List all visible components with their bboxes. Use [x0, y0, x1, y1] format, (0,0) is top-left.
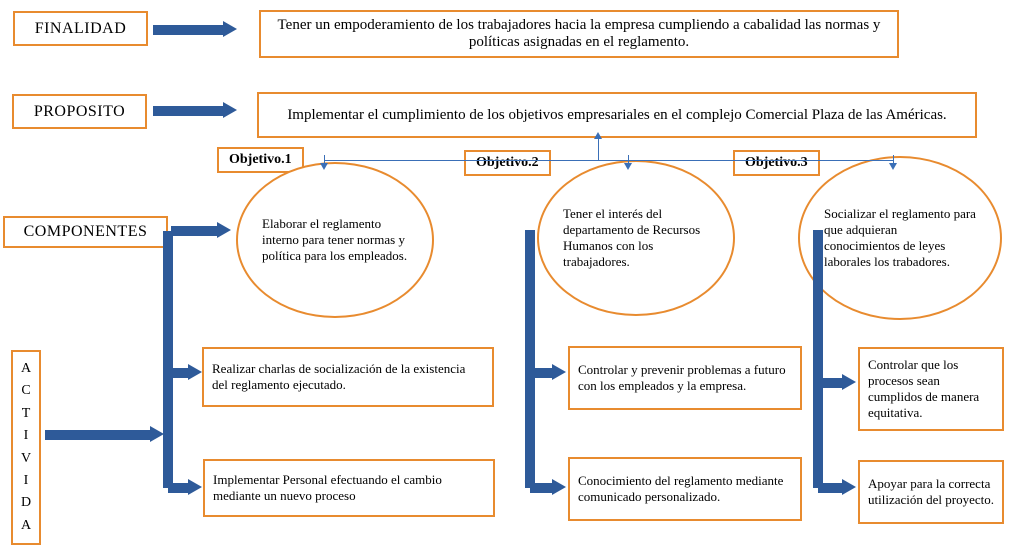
actividades-letter: V — [21, 448, 31, 470]
proposito-text-box: Implementar el cumplimiento de los objet… — [257, 92, 977, 138]
vconnector-1 — [163, 231, 173, 488]
proposito-label-text: PROPOSITO — [34, 103, 125, 121]
arrow-branch-2-2-head — [552, 479, 566, 495]
ellipse-objetivo3: Socializar el reglamento para que adquie… — [798, 156, 1002, 320]
actividades-letter: T — [22, 403, 31, 425]
arrow-branch-3-1-head — [842, 374, 856, 390]
objetivo2-text: Objetivo.2 — [476, 155, 539, 170]
actividades-letter: C — [21, 380, 30, 402]
componentes-label-text: COMPONENTES — [24, 223, 148, 241]
arrow-actividades-head — [150, 426, 164, 442]
ellipse-objetivo1: Elaborar el reglamento interno para tene… — [236, 162, 434, 318]
arrow-branch-1-2-head — [188, 479, 202, 495]
arrow-branch-3-2-head — [842, 479, 856, 495]
arrow-finalidad-head — [223, 21, 237, 37]
activity-1-2: Implementar Personal efectuando el cambi… — [203, 459, 495, 517]
objetivo3-label: Objetivo.3 — [733, 150, 820, 176]
finalidad-label: FINALIDAD — [13, 11, 148, 46]
finalidad-text-box: Tener un empoderamiento de los trabajado… — [259, 10, 899, 58]
ellipse3-text: Socializar el reglamento para que adquie… — [824, 206, 976, 270]
arrow-actividades — [45, 430, 150, 440]
activity-2-1-text: Controlar y prevenir problemas a futuro … — [578, 362, 792, 394]
activity-2-2-text: Conocimiento del reglamento mediante com… — [578, 473, 792, 505]
ellipse-objetivo2: Tener el interés del departamento de Rec… — [537, 160, 735, 316]
activity-2-2: Conocimiento del reglamento mediante com… — [568, 457, 802, 521]
thin-trunk-up-head — [594, 132, 602, 139]
arrow-finalidad — [153, 25, 223, 35]
proposito-text: Implementar el cumplimiento de los objet… — [287, 107, 946, 124]
actividades-letter: D — [21, 492, 31, 514]
activity-3-2: Apoyar para la correcta utilización del … — [858, 460, 1004, 524]
activity-1-2-text: Implementar Personal efectuando el cambi… — [213, 472, 485, 504]
thin-horiz — [324, 160, 894, 161]
actividades-letter: A — [21, 358, 31, 380]
thin-drop2-head — [624, 163, 632, 170]
actividades-letter: A — [21, 515, 31, 537]
activity-3-1-text: Controlar que los procesos sean cumplido… — [868, 357, 994, 421]
thin-drop3-head — [889, 163, 897, 170]
arrow-proposito-head — [223, 102, 237, 118]
actividades-letter: I — [24, 425, 29, 447]
arrow-branch-1-1-head — [188, 364, 202, 380]
objetivo3-text: Objetivo.3 — [745, 155, 808, 170]
activity-1-1-text: Realizar charlas de socialización de la … — [212, 361, 484, 393]
arrow-componentes-head — [217, 222, 231, 238]
activity-3-2-text: Apoyar para la correcta utilización del … — [868, 476, 994, 508]
arrow-componentes — [171, 226, 217, 236]
ellipse1-text: Elaborar el reglamento interno para tene… — [262, 216, 408, 264]
componentes-label: COMPONENTES — [3, 216, 168, 248]
objetivo2-label: Objetivo.2 — [464, 150, 551, 176]
thin-drop1-head — [320, 163, 328, 170]
actividades-vertical-label: A C T I V I D A — [11, 350, 41, 545]
finalidad-label-text: FINALIDAD — [35, 20, 127, 38]
actividades-letter: I — [24, 470, 29, 492]
activity-3-1: Controlar que los procesos sean cumplido… — [858, 347, 1004, 431]
vconnector-3 — [813, 230, 823, 488]
ellipse2-text: Tener el interés del departamento de Rec… — [563, 206, 709, 270]
activity-1-1: Realizar charlas de socialización de la … — [202, 347, 494, 407]
thin-trunk — [598, 138, 599, 160]
activity-2-1: Controlar y prevenir problemas a futuro … — [568, 346, 802, 410]
arrow-proposito — [153, 106, 223, 116]
vconnector-2 — [525, 230, 535, 488]
arrow-branch-2-1-head — [552, 364, 566, 380]
finalidad-text: Tener un empoderamiento de los trabajado… — [269, 17, 889, 51]
objetivo1-text: Objetivo.1 — [229, 152, 292, 167]
proposito-label: PROPOSITO — [12, 94, 147, 129]
